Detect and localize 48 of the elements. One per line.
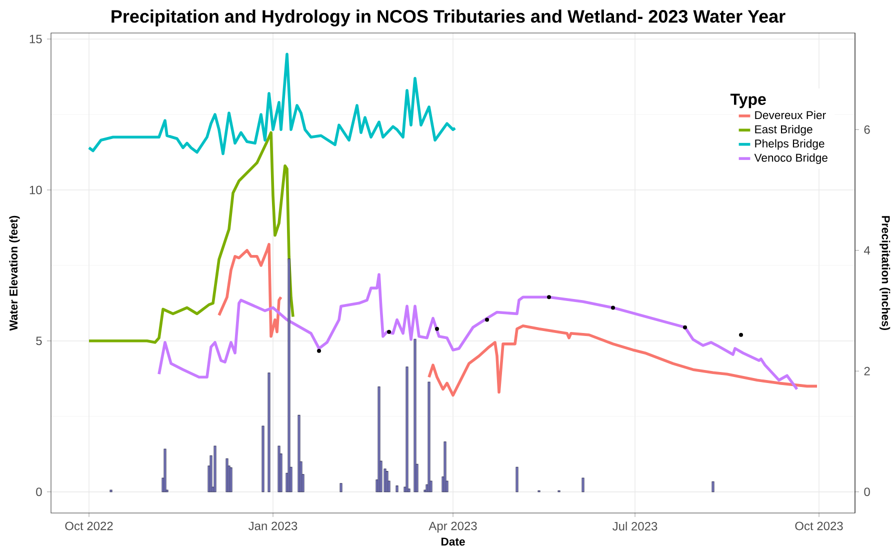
bar [298,414,300,492]
legend-title: Type [730,94,766,108]
point [435,326,440,331]
y2-tick-label: 6 [864,125,870,134]
y2-tick-label: 4 [864,246,870,254]
line-series [88,52,456,156]
point [739,332,744,337]
y-axis-title: Water Elevation (feet) [9,216,20,331]
y2-tick-label: 2 [864,366,870,376]
bar [582,478,584,492]
x-tick-label: Apr 2023 [428,522,477,533]
x-tick-label: Oct 2022 [65,522,113,530]
point [317,348,322,353]
bar [262,426,264,492]
bar [444,441,446,492]
legend-label: East Bridge [755,125,812,136]
x-tick-label: Oct 2023 [795,522,843,530]
bar [214,446,216,492]
x-tick-label: Jan 2023 [248,522,298,530]
bar [378,386,380,492]
y2-tick-label: 0 [864,488,870,496]
y-tick-label: 15 [30,34,42,44]
chart-title: Precipitation and Hydrology in NCOS Tributaries and Wetland- 2023 Water Year [112,10,786,26]
bar [386,471,388,492]
y-tick-label: 0 [36,488,42,496]
bar [406,366,408,492]
point [547,295,552,300]
bar [712,481,714,492]
legend-label: Devereux Pier [755,110,826,120]
bar [340,483,342,492]
bar [414,338,416,492]
legend-label: Phelps Bridge [755,139,824,150]
bar [396,486,398,492]
bar [288,258,290,492]
y-tick-label: 10 [30,186,42,194]
point [611,306,616,310]
bar [516,466,518,492]
y2-axis-title: Precipitation (inches) [880,216,890,330]
point [387,330,392,334]
y-tick-label: 5 [36,336,42,346]
x-tick-label: Jul 2023 [612,522,658,531]
x-axis-title: Date [441,538,465,546]
point [485,318,490,322]
legend-label: Venoco Bridge [754,153,828,164]
bar [164,448,166,492]
line-series [158,273,798,391]
bar [268,372,270,492]
point [683,325,688,330]
